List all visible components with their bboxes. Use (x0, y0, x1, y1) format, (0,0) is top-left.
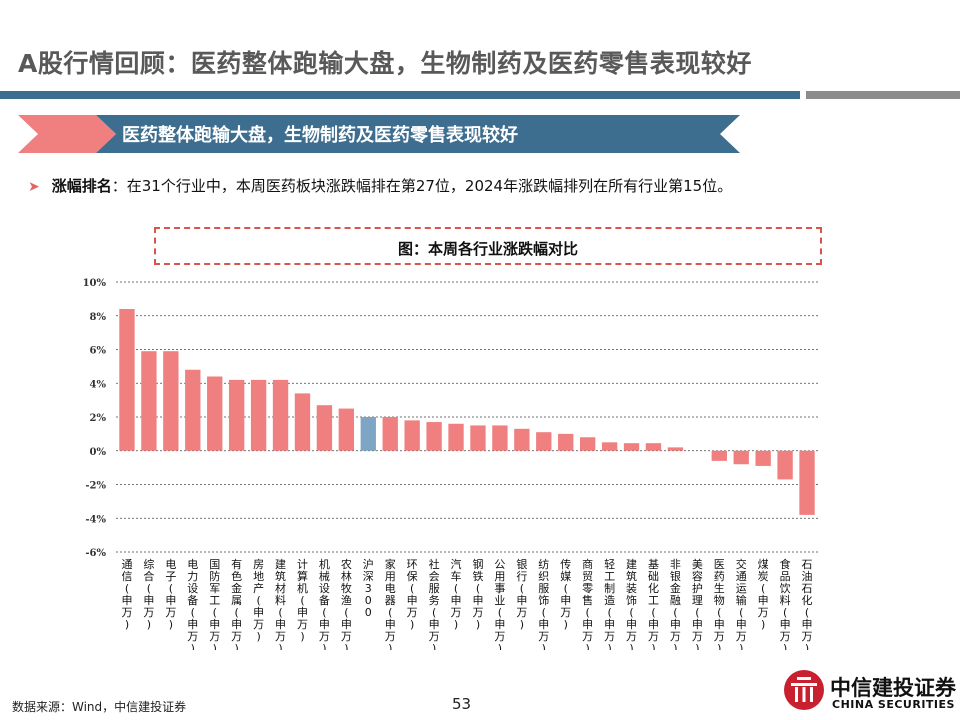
bar (667, 447, 684, 451)
bar (733, 450, 749, 465)
bar (536, 432, 552, 451)
bar (448, 423, 464, 451)
x-tick-label: 传媒(申万) (560, 558, 571, 631)
page-number: 53 (452, 695, 472, 713)
section-banner-text: 医药整体跑输大盘，生物制药及医药零售表现较好 (122, 125, 518, 146)
bar (799, 450, 815, 515)
title-rule-blue (0, 91, 800, 99)
y-tick-label: 4% (90, 379, 107, 390)
x-tick-label: 国防军工(申万) (209, 558, 220, 650)
section-banner: 医药整体跑输大盘，生物制药及医药零售表现较好 (18, 115, 740, 153)
x-tick-label: 有色金属(申万) (231, 557, 242, 650)
x-tick-label: 社会服务(申万) (429, 557, 440, 650)
y-tick-label: 2% (90, 413, 107, 424)
x-tick-label: 建筑装饰(申万) (626, 557, 637, 650)
x-tick-label: 综合(申万) (143, 557, 154, 631)
page-title: A股行情回顾：医药整体跑输大盘，生物制药及医药零售表现较好 (18, 49, 752, 78)
bar (382, 417, 398, 451)
bar (141, 351, 157, 451)
bullet-text: ：在31个行业中，本周医药板块涨跌幅排在第27位，2024年涨跌幅排列在所有行业… (111, 177, 733, 195)
y-tick-label: -6% (85, 548, 106, 559)
bar (514, 428, 530, 451)
x-tick-label: 建筑材料(申万) (275, 557, 286, 650)
x-tick-label: 机械设备(申万) (319, 557, 330, 650)
bullet-arrow-icon: ➤ (28, 179, 40, 195)
x-tick-label: 银行(申万) (516, 557, 527, 631)
company-logo: 中信建投证券 CHINA SECURITIES (782, 668, 958, 714)
x-tick-label: 通信(申万) (121, 558, 132, 631)
x-tick-label: 非银金融(申万) (670, 558, 681, 650)
logo-emblem-icon (784, 670, 824, 710)
y-tick-label: -4% (85, 514, 106, 525)
x-tick-label: 煤炭(申万) (758, 558, 769, 631)
section-banner-shape (18, 115, 740, 153)
bar (185, 369, 201, 451)
x-tick-label: 环保(申万) (407, 558, 418, 631)
bar (163, 351, 179, 451)
bar-chart: 10% 8% 6% 4% 2% 0% -2% -4% -6% 通信(申万) 综合(申万) 电子(申万)… (83, 278, 818, 650)
bar (579, 437, 596, 451)
bar (338, 408, 355, 451)
bar (316, 405, 333, 451)
x-tick-label: 家用电器(申万) (385, 557, 396, 650)
x-tick-label: 美容护理(申万) (692, 558, 703, 650)
bar (470, 425, 486, 451)
x-tick-label: 食品饮料(申万) (780, 557, 791, 650)
x-tick-label: 商贸零售(申万) (582, 557, 593, 650)
bar (777, 450, 793, 480)
bullet-key: 涨幅排名 (51, 177, 112, 195)
x-tick-label: 电力设备(申万) (187, 558, 198, 650)
bar (558, 433, 574, 451)
x-tick-label: 农林牧渔(申万) (341, 557, 352, 650)
x-tick-label: 汽车(申万) (451, 557, 462, 631)
bar (426, 422, 442, 451)
y-tick-label: -2% (85, 481, 106, 492)
x-tick-label: 计算机(申万) (297, 558, 308, 643)
bar (207, 376, 223, 451)
x-tick-label: 公用事业(申万) (494, 558, 505, 650)
y-tick-label: 10% (83, 278, 107, 289)
logo-english-text: CHINA SECURITIES (832, 698, 955, 711)
bar (755, 450, 771, 466)
bar (294, 393, 311, 451)
x-tick-label: 房地产(申万) (253, 558, 264, 643)
x-tick-label: 钢铁(申万) (472, 558, 483, 631)
x-tick-label: 交通运输(申万) (736, 557, 747, 650)
x-tick-label: 电子(申万) (165, 558, 176, 631)
bullet-line: ➤ 涨幅排名：在31个行业中，本周医药板块涨跌幅排在第27位，2024年涨跌幅排列… (28, 175, 732, 196)
bar (404, 420, 420, 451)
bar (623, 443, 640, 451)
bar (601, 442, 618, 451)
bar (492, 425, 508, 451)
bar (119, 309, 135, 451)
x-tick-label: 沪深 3 0 0 (363, 557, 374, 619)
chart-title-box: 图：本周各行业涨跌幅对比 (154, 227, 822, 265)
x-tick-label: 石油石化(申万) (802, 558, 813, 650)
y-tick-label: 8% (90, 312, 107, 323)
chart-title: 图：本周各行业涨跌幅对比 (397, 240, 578, 258)
bar (250, 379, 267, 451)
x-tick-label: 轻工制造(申万) (604, 557, 615, 650)
bar (360, 417, 376, 451)
bar (711, 450, 727, 461)
logo-chinese-text: 中信建投证券 (830, 676, 956, 700)
footer-source: 数据来源：Wind，中信建投证券 (12, 700, 187, 714)
y-tick-label: 6% (90, 346, 107, 357)
x-tick-label: 基础化工(申万) (648, 558, 659, 650)
x-tick-label: 纺织服饰(申万) (538, 557, 549, 650)
y-tick-label: 0% (90, 447, 107, 458)
title-rule (0, 91, 960, 99)
x-tick-label: 医药生物(申万) (714, 558, 725, 650)
bar (228, 379, 245, 451)
bar (272, 379, 289, 451)
title-rule-gray (806, 91, 960, 99)
bar (645, 443, 662, 451)
